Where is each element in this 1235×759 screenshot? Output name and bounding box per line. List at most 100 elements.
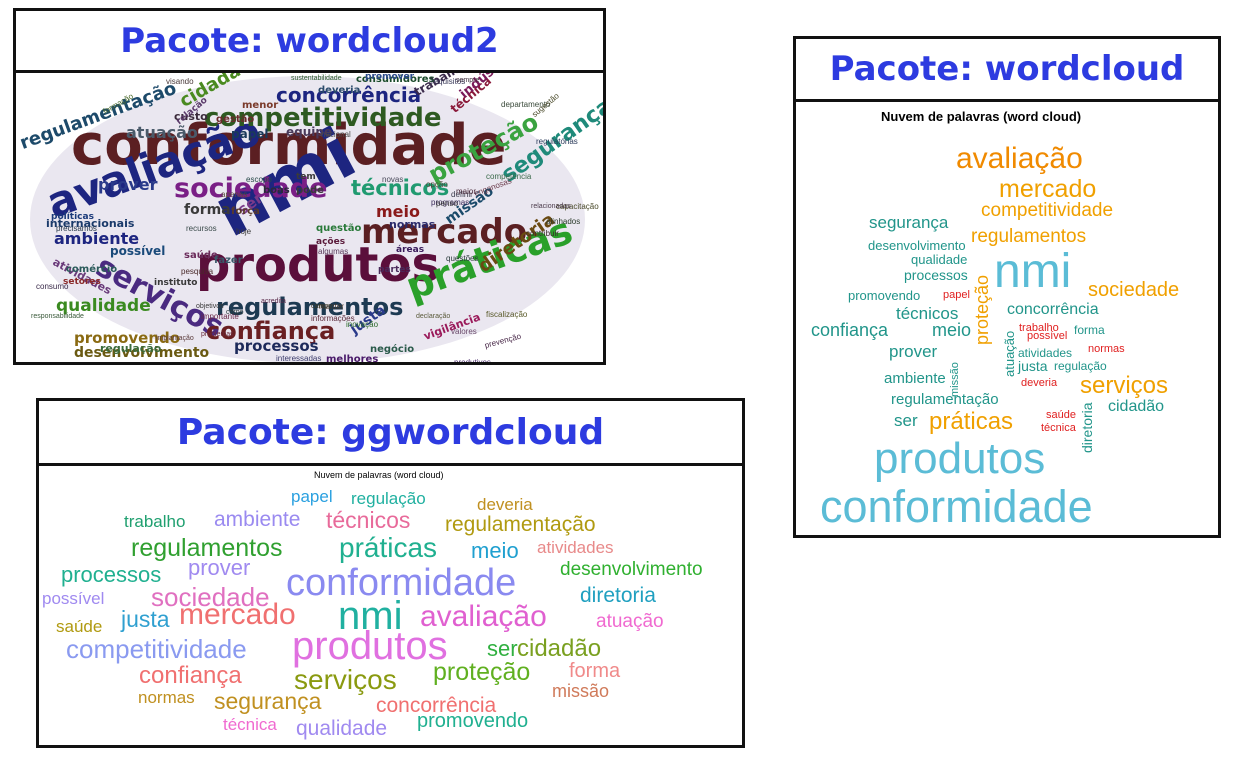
wordcloud2-word-equipe: equipe xyxy=(286,125,333,139)
wordcloud-word-servicos: serviços xyxy=(1080,372,1169,399)
wordcloud2-word-apenas: apenas xyxy=(221,190,248,199)
wordcloud2-word-melhores: melhores xyxy=(326,354,379,365)
ggwordcloud-word-regulamentacao: regulamentação xyxy=(445,513,596,536)
wordcloud2-word-programas: programas xyxy=(431,198,470,207)
wordcloud2-word-processos: processos xyxy=(234,337,319,355)
ggwordcloud-word-deveria: deveria xyxy=(477,495,533,514)
ggwordcloud-word-meio: meio xyxy=(471,538,519,563)
wordcloud2-word-promovendo: promovendo xyxy=(74,329,181,347)
wordcloud2-panel: conformidade produtos nmi avaliação mercado p… xyxy=(13,70,606,365)
wordcloud2-word-visando: visando xyxy=(166,77,194,86)
wordcloud2-word-pesquisa: pesquisa xyxy=(181,267,214,276)
ggwordcloud-word-processos: processos xyxy=(61,562,162,587)
ggwordcloud-word-tecnicos: técnicos xyxy=(326,507,411,533)
wordcloud-word-meio: meio xyxy=(932,320,972,340)
ggwordcloud-word-confianca: confiança xyxy=(139,662,242,689)
wordcloud2-word-boas: boas xyxy=(263,185,290,196)
wordcloud2-word-possivel: possível xyxy=(110,244,166,258)
ggwordcloud-title: Pacote: ggwordcloud xyxy=(176,411,605,453)
wordcloud2-word-informacoes: informações xyxy=(311,314,355,323)
wordcloud2-word-setores: setores xyxy=(63,277,101,287)
ggwordcloud-panel: Nuvem de palavras (word cloud) papel regu… xyxy=(36,463,745,748)
ggwordcloud-word-qualidade: qualidade xyxy=(296,717,388,740)
ggwordcloud-word-trabalho: trabalho xyxy=(124,512,186,531)
wordcloud2-word-alinhados: alinhados xyxy=(546,217,581,226)
wordcloud2-word-acoes: ações xyxy=(316,237,346,247)
wordcloud2-word-produtivos: produtivos xyxy=(454,358,491,365)
ggwordcloud-word-forma: forma xyxy=(569,660,621,682)
ggwordcloud-word-justa: justa xyxy=(121,606,170,632)
wordcloud2-word-departamento: departamento xyxy=(501,100,551,109)
ggwordcloud-word-regulacao: regulação xyxy=(351,489,426,508)
wordcloud2-word-acredita: acredita xyxy=(261,298,286,305)
wordcloud2-word-normas: normas xyxy=(389,218,436,231)
wordcloud2-word-regulatorias: regulatórias xyxy=(536,137,578,146)
ggwordcloud-word-sociedade: sociedade xyxy=(151,582,270,612)
ggwordcloud-word-cidadao: cidadão xyxy=(517,635,602,662)
wordcloud2-word-ambiente: ambiente xyxy=(54,229,140,248)
ggwordcloud-word-conformidade: conformidade xyxy=(286,562,517,604)
wordcloud2-word-menor: menor xyxy=(242,100,279,111)
wordcloud2-word-sempre: sempre xyxy=(456,77,480,84)
wordcloud2-word-instituto: instituto xyxy=(154,278,198,288)
ggwordcloud-word-tecnica: técnica xyxy=(223,715,277,734)
wordcloud-word-justa: justa xyxy=(1018,358,1048,374)
ggwordcloud-title-box: Pacote: ggwordcloud xyxy=(36,398,745,466)
wordcloud2-word-prover: prover xyxy=(98,175,158,194)
wordcloud2-word-regulamentos: regulamentos xyxy=(216,293,404,321)
wordcloud2-word-confianca: confiança xyxy=(206,317,336,345)
wordcloud-word-possivel: possível xyxy=(1027,330,1068,342)
wordcloud2-word-tem: tem xyxy=(296,172,316,182)
wordcloud2-word-declaracao: declaração xyxy=(416,313,451,320)
wordcloud2-word-sustentabilidade: sustentabilidade xyxy=(291,75,342,82)
wordcloud-word-diretoria: diretoria xyxy=(1079,402,1095,453)
wordcloud-word-trabalho: trabalho xyxy=(1019,322,1059,334)
wordcloud2-word-prevencao: prevenção xyxy=(483,331,523,350)
wordcloud2-word-competencia: competência xyxy=(486,172,532,181)
wordcloud2-word-importante: importante xyxy=(201,312,239,321)
ggwordcloud-word-ser: ser xyxy=(487,636,518,661)
wordcloud2-ellipse-background xyxy=(30,76,585,362)
wordcloud2-word-regulacao: regulação xyxy=(100,342,162,355)
wordcloud2-word-negocio: negócio xyxy=(370,344,415,355)
ggwordcloud-word-concorrencia: concorrência xyxy=(376,694,497,717)
wordcloud2-word-valores: valores xyxy=(451,327,477,336)
wordcloud2-word-sociedade: sociedade xyxy=(174,173,328,204)
wordcloud2-word-maior: maior xyxy=(456,187,477,196)
ggwordcloud-word-seguranca: segurança xyxy=(214,688,322,714)
ggwordcloud-word-regulamentos: regulamentos xyxy=(131,534,283,562)
ggwordcloud-word-produtos: produtos xyxy=(292,624,448,668)
wordcloud2-word-algumas: algumas xyxy=(318,247,349,256)
wordcloud2-word-corpo: corpo xyxy=(226,309,244,316)
ggwordcloud-word-possivel: possível xyxy=(42,589,105,608)
wordcloud-word-mercado: mercado xyxy=(999,175,1097,203)
wordcloud2-word-consumidores: consumidores xyxy=(356,74,435,85)
wordcloud2-word-partes: partes xyxy=(378,265,411,275)
wordcloud-word-promovendo: promovendo xyxy=(848,288,921,303)
wordcloud2-word-penso: penso xyxy=(436,199,458,208)
wordcloud-word-protecao: proteção xyxy=(972,274,992,345)
wordcloud2-word-definir: definir xyxy=(451,190,473,199)
wordcloud-word-papel: papel xyxy=(943,289,970,301)
ggwordcloud-word-nmi: nmi xyxy=(338,594,403,638)
wordcloud2-word-papel: papel xyxy=(231,127,269,141)
wordcloud-word-confianca: confiança xyxy=(811,320,889,340)
wordcloud-word-atividades: atividades xyxy=(1018,346,1073,360)
wordcloud-word-forma: forma xyxy=(1074,323,1105,337)
wordcloud2-word-tecnicos: técnicos xyxy=(351,176,450,200)
wordcloud-panel: Nuvem de palavras (word cloud) avaliação… xyxy=(793,99,1221,538)
ggwordcloud-word-competitividade: competitividade xyxy=(66,634,247,664)
wordcloud2-word-internacionais: internacionais xyxy=(46,217,135,230)
ggwordcloud-word-missao: missão xyxy=(552,681,610,701)
wordcloud-word-nmi: nmi xyxy=(994,245,1072,298)
ggwordcloud-word-atuacao: atuação xyxy=(596,611,664,632)
wordcloud2-word-consumo: consumo xyxy=(36,282,69,291)
wordcloud-word-ambiente: ambiente xyxy=(884,370,946,387)
wordcloud2-word-nacional: nacional xyxy=(321,130,351,139)
wordcloud2-word-questao: questão xyxy=(316,223,362,234)
wordcloud-word-avaliacao: avaliação xyxy=(956,142,1083,175)
wordcloud-word-concorrencia: concorrência xyxy=(1007,301,1099,318)
wordcloud-word-processos: processos xyxy=(904,267,968,283)
wordcloud2-word-implantacao: implantação xyxy=(156,335,194,342)
wordcloud-word-regulamentacao: regulamentação xyxy=(891,391,999,408)
